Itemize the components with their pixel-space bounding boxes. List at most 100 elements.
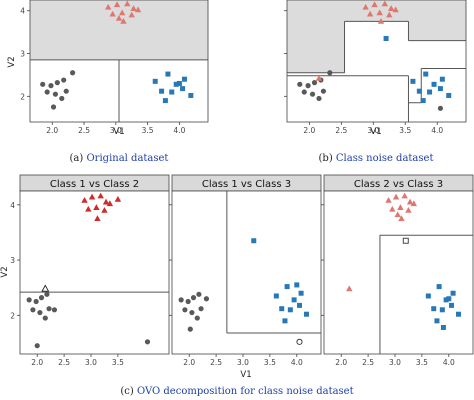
point-class2 <box>376 9 383 16</box>
point-class1 <box>44 291 50 297</box>
point-class1 <box>185 298 191 305</box>
point-class2 <box>392 6 399 13</box>
point-class3 <box>440 324 446 330</box>
point-class2_strong <box>93 204 100 210</box>
decision-region <box>287 0 345 73</box>
x-tick-label: 2.0 <box>31 358 43 367</box>
x-tick-label: 3.0 <box>110 126 122 135</box>
point-class2 <box>124 0 131 7</box>
x-tick-label: 2.0 <box>335 358 347 367</box>
point-class3 <box>434 318 440 324</box>
point-class1 <box>190 295 197 301</box>
point-class1 <box>54 80 60 86</box>
x-tick-label: 2.5 <box>78 126 90 135</box>
point-class2 <box>389 205 396 212</box>
point-class1 <box>203 296 210 302</box>
decision-region <box>30 0 208 60</box>
plot-background <box>172 191 321 354</box>
plot-original: 2.0 2.5 3.0 3.5 4.0 2 3 4 <box>20 0 209 135</box>
point-class1 <box>437 105 444 111</box>
point-class2 <box>405 206 412 213</box>
point-class2_strong <box>81 196 88 203</box>
plot-border <box>171 190 322 355</box>
axis-y-title-a: V2 <box>7 56 17 67</box>
point-class2_strong <box>88 193 96 200</box>
point-class2 <box>401 192 408 199</box>
point-class2 <box>366 10 374 17</box>
point-class3 <box>291 297 297 303</box>
point-class3 <box>279 306 285 312</box>
caption-c-link[interactable]: OVO decomposition for class noise datase… <box>137 386 354 397</box>
point-class1 <box>301 89 307 95</box>
point-class2 <box>371 1 378 8</box>
caption-a-link[interactable]: Original dataset <box>86 153 168 164</box>
point-class1 <box>42 315 48 321</box>
point-class3 <box>436 284 442 290</box>
plot-c-class2-vs-class3: 2.0 2.5 3.0 3.5 4.0 <box>321 190 474 367</box>
point-class1 <box>189 309 195 316</box>
point-class2 <box>394 211 401 218</box>
point-class3 <box>152 78 158 84</box>
point-class3 <box>287 307 293 313</box>
point-class3 <box>437 86 443 92</box>
point-class3 <box>448 302 454 308</box>
caption-a: (a) Original dataset <box>70 153 169 164</box>
point-class1 <box>305 83 311 89</box>
point-class2 <box>128 11 135 18</box>
point-class1 <box>69 70 76 76</box>
point-class3-open <box>402 237 409 244</box>
facet-strip-2-label: Class 1 vs Class 3 <box>202 179 291 190</box>
point-class1 <box>34 343 40 349</box>
point-class1 <box>178 297 184 303</box>
point-class2 <box>392 193 400 200</box>
point-class3 <box>282 318 288 324</box>
point-class3 <box>251 238 257 244</box>
point-class1 <box>44 89 50 95</box>
caption-b-link[interactable]: Class noise dataset <box>336 153 434 164</box>
point-class3 <box>298 290 304 296</box>
point-class3 <box>180 86 186 92</box>
axis-x-title-c: V1 <box>240 370 251 380</box>
facet-strip-1-label: Class 1 vs Class 2 <box>50 179 139 190</box>
point-class1 <box>187 326 193 332</box>
point-class2 <box>406 198 414 205</box>
x-tick-label: 2.5 <box>362 358 374 367</box>
point-class3 <box>450 290 456 296</box>
point-class2 <box>362 3 369 10</box>
point-class1 <box>59 95 65 102</box>
point-class2 <box>398 215 405 222</box>
point-class1 <box>46 306 52 312</box>
point-class3 <box>427 89 433 95</box>
point-class3 <box>383 36 389 42</box>
plot-border <box>323 190 474 355</box>
point-class1 <box>51 307 58 313</box>
point-class2 <box>104 3 112 10</box>
plot-class-noise: 2.0 2.5 3.0 3.5 4.0 <box>284 0 467 135</box>
point-class2_strong <box>102 198 110 205</box>
point-class1 <box>198 306 204 312</box>
point-class2_strong <box>101 206 108 213</box>
point-class2-open <box>41 284 50 292</box>
point-class1 <box>61 77 67 83</box>
x-tick-label: 2.5 <box>210 358 222 367</box>
point-class1 <box>327 70 333 76</box>
plot-c-class1-vs-class2: 2.0 2.5 3.0 3.5 2 3 4 <box>10 190 170 367</box>
point-class3 <box>431 306 437 312</box>
point-class1 <box>40 81 46 87</box>
point-class3 <box>162 98 168 104</box>
plot-border <box>286 0 467 123</box>
point-class3 <box>446 92 452 98</box>
decision-region <box>408 0 466 41</box>
x-tick-label: 2.0 <box>303 126 315 135</box>
x-tick-label: 3.0 <box>389 358 401 367</box>
x-tick-label: 4.0 <box>291 358 303 367</box>
plot-c-class1-vs-class3: 2.0 2.5 3.0 3.5 4.0 <box>169 190 322 367</box>
point-class1 <box>52 91 59 97</box>
point-class1 <box>311 80 318 86</box>
caption-b: (b) Class noise dataset <box>319 153 434 164</box>
x-tick-label: 3.5 <box>416 358 428 367</box>
point-class1 <box>182 307 188 313</box>
caption-a-prefix: (a) <box>70 153 87 164</box>
point-class2 <box>388 5 395 11</box>
